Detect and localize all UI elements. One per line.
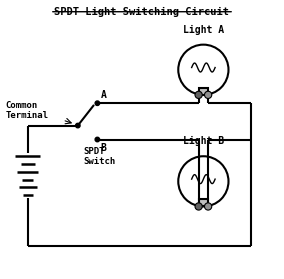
Bar — [199, 199, 208, 206]
Circle shape — [95, 101, 100, 105]
Text: Light A: Light A — [183, 25, 224, 35]
Circle shape — [95, 137, 100, 142]
Circle shape — [204, 91, 212, 98]
Circle shape — [76, 123, 80, 128]
Text: Common
Terminal: Common Terminal — [5, 100, 48, 120]
Text: Light B: Light B — [183, 136, 224, 146]
Text: B: B — [101, 143, 106, 153]
Text: SPDT Light Switching Circuit: SPDT Light Switching Circuit — [55, 7, 229, 17]
Circle shape — [204, 203, 212, 210]
Circle shape — [195, 203, 202, 210]
Text: A: A — [101, 90, 106, 100]
Circle shape — [195, 91, 202, 98]
Text: SPDT
Switch: SPDT Switch — [83, 146, 116, 166]
Bar — [199, 88, 208, 95]
